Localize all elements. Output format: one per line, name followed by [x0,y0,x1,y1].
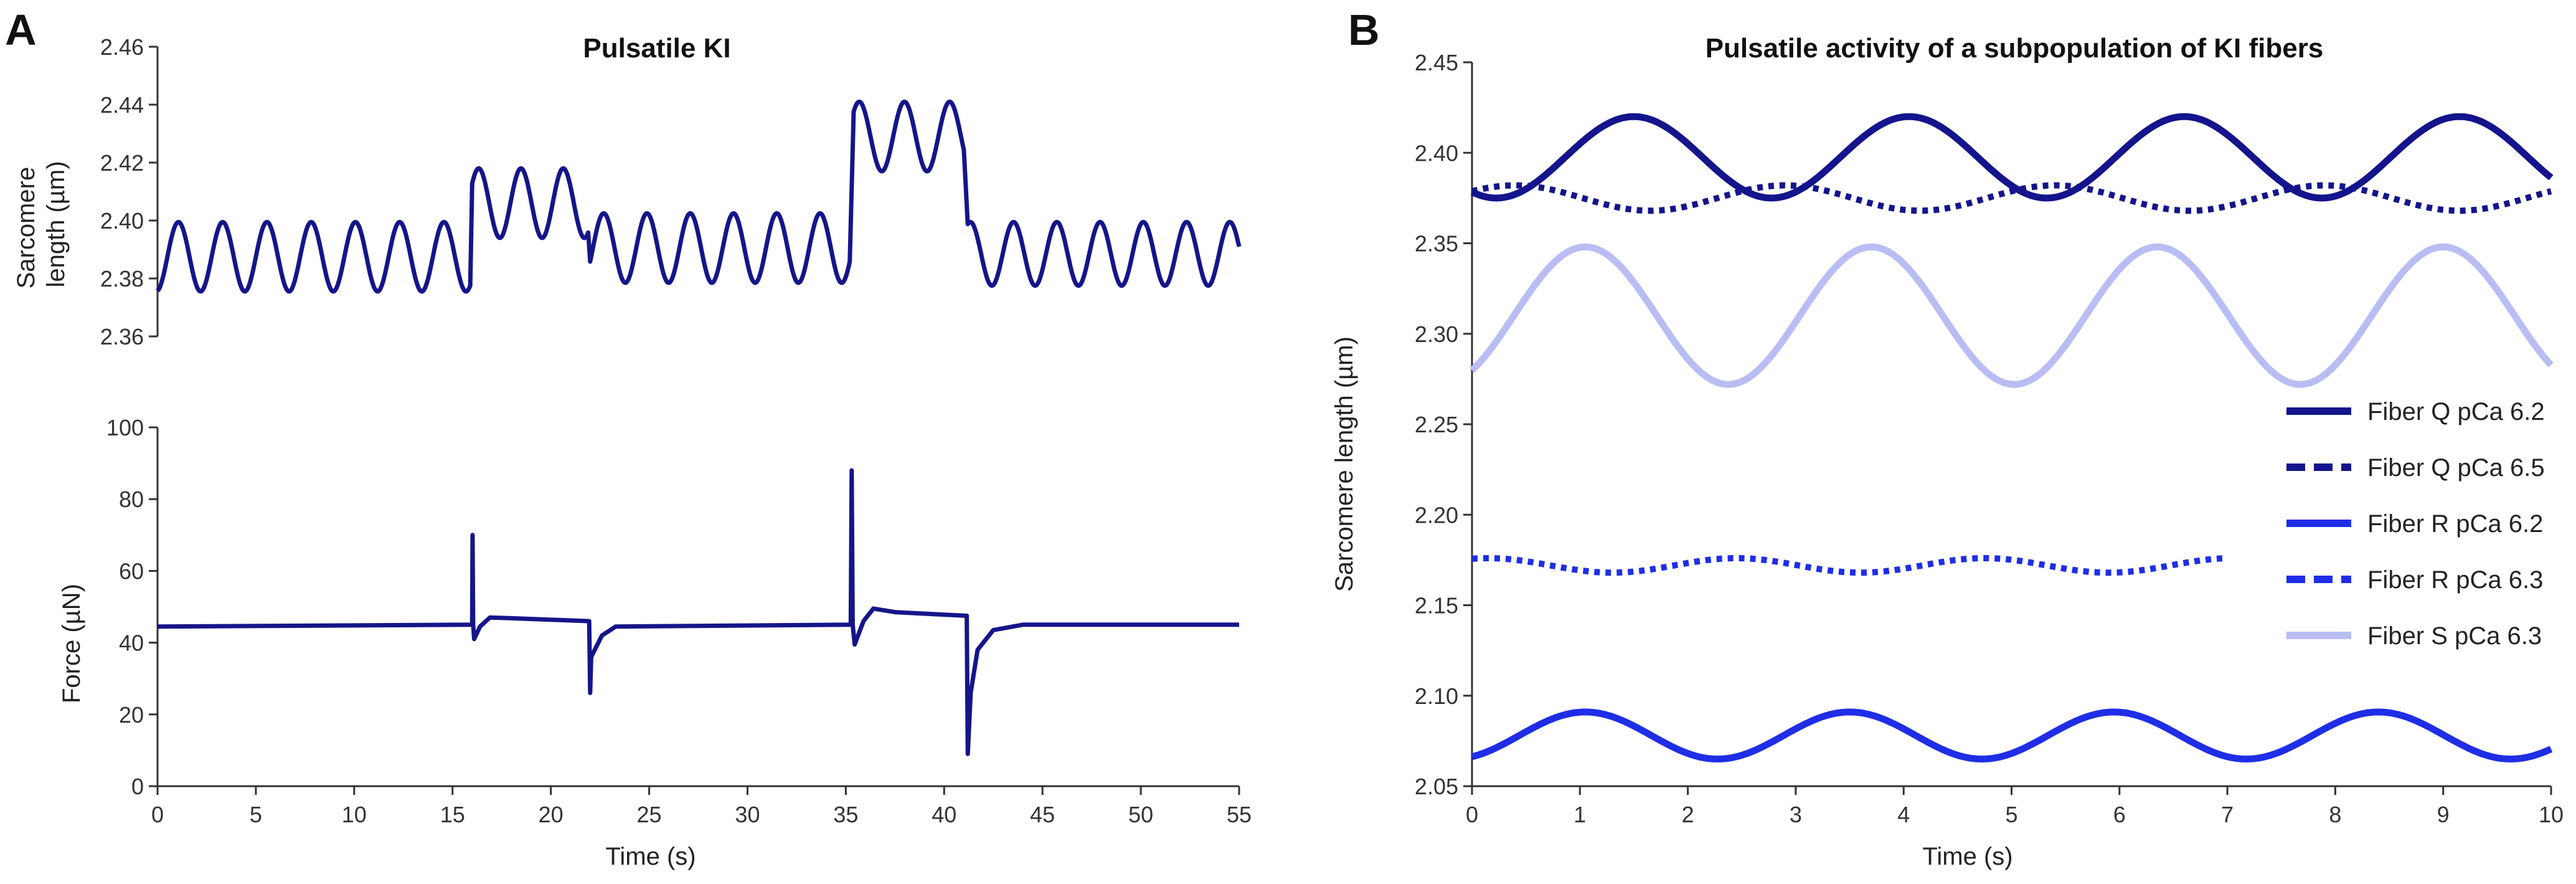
chart-b-legend-label-5: Fiber S pCa 6.3 [2367,622,2542,650]
chart-b-ytick-label: 2.25 [1415,412,1458,437]
chart-b-xtick-label: 3 [1790,802,1802,827]
chart-b-series-5-line [1470,243,2554,388]
chart-a-bottom-ytick-label: 0 [131,774,144,799]
chart-a-bottom-ytick-label: 80 [119,487,144,512]
chart-b-series-2-line [1471,182,2552,214]
chart-b-legend-label-3: Fiber R pCa 6.2 [2367,510,2543,538]
chart-a-top-ytick-label: 2.36 [100,324,144,349]
chart-a-bottom-xtick-label: 35 [833,802,858,827]
chart-b-legend-label-2: Fiber Q pCa 6.5 [2367,454,2545,482]
chart-b-xtick-label: 10 [2539,802,2564,827]
chart-a-top-ytick-label: 2.40 [100,208,144,234]
chart-a-top-ytick-label: 2.38 [100,266,144,292]
chart-a-bottom-ytick-label: 60 [119,558,144,584]
chart-b-xtick-label: 0 [1466,802,1478,827]
chart-b-ytick-label: 2.30 [1415,321,1458,347]
panel-b-letter: B [1348,6,1380,54]
chart-a-bottom-xtick-label: 15 [440,802,465,827]
chart-a-bottom-xtick-label: 55 [1227,802,1252,827]
chart-a-xlabel: Time (s) [605,843,696,870]
chart-a-top-ytick-label: 2.46 [100,34,144,60]
chart-b: Pulsatile activity of a subpopulation of… [1331,33,2564,870]
chart-a-bottom-xtick-label: 45 [1030,802,1055,827]
chart-a-top: Pulsatile KI Sarcomere length (µm) 2.36 2… [12,33,1242,349]
chart-b-xtick-label: 2 [1682,802,1694,827]
chart-a-bottom-ytick-label: 100 [106,415,144,440]
chart-a-bottom-xtick-label: 25 [637,802,662,827]
chart-a-bottom-ylabel: Force (µN) [58,584,85,703]
chart-b-legend-label-1: Fiber Q pCa 6.2 [2367,398,2545,425]
chart-a-bottom: Force (µN) Time (s) 0 20 40 60 80 100 0 5 10 15 20… [58,415,1252,870]
chart-a-title: Pulsatile KI [583,33,730,64]
chart-b-legend-label-4: Fiber R pCa 6.3 [2367,566,2543,594]
chart-b-xtick-label: 8 [2329,802,2341,827]
chart-a-bottom-xtick-label: 0 [151,802,164,827]
chart-a-top-ytick-label: 2.42 [100,150,144,176]
chart-a-bottom-xtick-label: 40 [932,802,956,827]
chart-a-bottom-xtick-label: 50 [1128,802,1153,827]
chart-b-ytick-label: 2.05 [1415,774,1458,799]
chart-a-bottom-ytick-label: 20 [119,702,144,728]
chart-b-series-3-line [1471,708,2553,763]
chart-b-ytick-label: 2.45 [1415,50,1458,75]
chart-b-ytick-label: 2.15 [1415,593,1458,619]
chart-b-xtick-label: 7 [2221,802,2234,827]
chart-b-series-1-line [1470,113,2554,202]
chart-a-bottom-xtick-label: 20 [539,802,564,827]
panel-a-letter: A [5,6,37,54]
chart-b-ytick-label: 2.20 [1415,502,1458,528]
chart-b-ytick-label: 2.40 [1415,140,1458,166]
chart-a-bottom-xtick-label: 10 [342,802,367,827]
chart-b-xtick-label: 4 [1897,802,1910,827]
chart-b-title: Pulsatile activity of a subpopulation of… [1706,33,2324,64]
chart-a-bottom-series-line [157,468,1239,756]
chart-b-legend: Fiber Q pCa 6.2 Fiber Q pCa 6.5 Fiber R pC… [2286,398,2545,650]
chart-a-top-ylabel: Sarcomere length (µm) [12,160,70,289]
chart-a-top-series-line [156,99,1242,294]
chart-a-top-ylabel-line1: Sarcomere [12,167,40,289]
chart-b-ylabel: Sarcomere length (µm) [1331,336,1358,592]
chart-b-xtick-label: 9 [2437,802,2450,827]
chart-a-bottom-ytick-label: 40 [119,630,144,656]
chart-b-xtick-label: 6 [2113,802,2126,827]
chart-b-series-4-line [1471,555,2229,576]
chart-b-xtick-label: 1 [1573,802,1586,827]
chart-b-ytick-label: 2.35 [1415,231,1458,257]
chart-b-xlabel: Time (s) [1922,843,2012,870]
chart-a-bottom-xtick-label: 30 [735,802,760,827]
chart-a-top-ytick-label: 2.44 [100,92,144,118]
chart-b-xtick-label: 5 [2005,802,2017,827]
chart-a-top-ylabel-line2: length (µm) [42,161,70,287]
chart-a-bottom-xtick-label: 5 [250,802,262,827]
chart-b-ytick-label: 2.10 [1415,683,1458,709]
